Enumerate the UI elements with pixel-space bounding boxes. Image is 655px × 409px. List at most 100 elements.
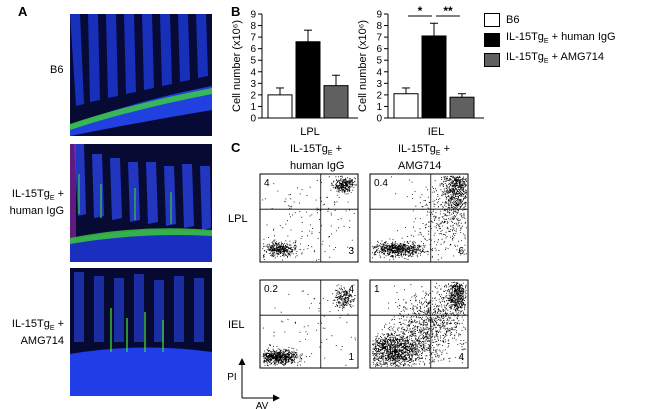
y-tick-label: 2: [376, 90, 382, 101]
legend-swatch-b6: [484, 13, 500, 27]
flow-col-header-igg-line1: IL-15Tg: [290, 143, 328, 155]
legend-item-amg: IL-15TgE + AMG714: [484, 50, 616, 70]
legend-swatch-igg: [484, 33, 500, 47]
bar: [393, 93, 419, 119]
y-tick-label: 4: [250, 67, 256, 78]
flow-col-header-amg-line2: AMG714: [398, 160, 442, 173]
flow-col-header-igg-line2: human IgG: [290, 160, 345, 173]
y-tick-label: 1: [250, 102, 256, 113]
legend-swatch-amg: [484, 53, 500, 67]
micro-label-igg: IL-15TgE + human IgG: [6, 188, 64, 217]
micro-label-amg-line1: IL-15Tg: [11, 318, 50, 330]
bar: [421, 35, 447, 119]
panel-letter-a: A: [18, 4, 28, 19]
micro-label-b6-text: B6: [50, 64, 64, 76]
flow-plot: 4 14 3: [259, 173, 359, 263]
legend-label-igg-main: IL-15Tg: [506, 31, 544, 44]
flow-col-header-amg-line1: IL-15Tg: [398, 143, 436, 155]
legend-item-b6: B6: [484, 10, 616, 30]
significance-label: **: [443, 6, 453, 18]
y-tick-label: 5: [376, 56, 382, 67]
flow-col-header-amg-sub: E: [435, 150, 441, 158]
micro-image-amg: [70, 268, 212, 396]
pi-arrowhead: [238, 358, 246, 365]
flow-col-header-igg-sub: E: [327, 150, 333, 158]
legend-label-amg-sub: E: [543, 58, 549, 66]
y-tick-label: 6: [376, 44, 382, 55]
legend-item-igg: IL-15TgE + human IgG: [484, 30, 616, 50]
x-axis-label: LPL: [300, 126, 320, 138]
micro-image-b6: [70, 14, 212, 136]
panel-letter-b: B: [231, 4, 241, 19]
bar: [449, 96, 475, 119]
y-axis-label: Cell number (x10⁶): [231, 20, 243, 112]
flow-events: [262, 175, 357, 261]
bar: [323, 85, 349, 119]
micro-label-amg-sub: E: [49, 325, 55, 333]
quadrant-lower-right: 6: [458, 246, 464, 257]
legend-label-igg-suffix: + human IgG: [548, 31, 616, 44]
quadrant-lower-right: 3: [348, 246, 354, 257]
x-axis-label: IEL: [428, 126, 445, 138]
micro-label-igg-plus: +: [54, 188, 64, 200]
quadrant-upper-left: 0.4: [374, 178, 388, 189]
bar: [295, 41, 321, 119]
y-tick-label: 0: [376, 114, 382, 125]
y-tick-label: 0: [250, 114, 256, 125]
micro-image-igg: [70, 144, 212, 262]
flow-row-label: LPL: [228, 213, 248, 225]
flow-events: [372, 281, 467, 367]
quadrant-lower-right: 4: [458, 352, 464, 363]
legend-label-amg: IL-15TgE + AMG714: [506, 51, 604, 68]
flow-events: [262, 284, 356, 366]
y-tick-label: 3: [250, 79, 256, 90]
flow-col-header-igg: IL-15TgE + human IgG: [290, 143, 370, 172]
y-tick-label: 9: [250, 10, 256, 21]
flow-plot: 0.4 20 6: [369, 173, 469, 263]
y-tick-label: 5: [250, 56, 256, 67]
bar: [267, 94, 293, 119]
legend-label-igg-sub: E: [543, 38, 549, 46]
quadrant-upper-left: 4: [264, 178, 270, 189]
micro-label-b6: B6: [50, 64, 63, 76]
legend-label-amg-suffix: + AMG714: [548, 51, 604, 64]
panel-letter-c: C: [231, 140, 241, 155]
flow-row-label: IEL: [228, 319, 245, 331]
y-tick-label: 4: [376, 67, 382, 78]
legend-label-amg-main: IL-15Tg: [506, 51, 544, 64]
quadrant-upper-left: 1: [374, 284, 380, 295]
y-tick-label: 8: [376, 21, 382, 32]
flow-col-header-amg-plus: +: [440, 143, 451, 155]
y-tick-label: 2: [250, 90, 256, 101]
legend-label-b6: B6: [506, 14, 520, 26]
y-axis-label: Cell number (x10⁶): [357, 20, 369, 112]
micro-label-igg-line1: IL-15Tg: [11, 188, 50, 200]
y-tick-label: 8: [250, 21, 256, 32]
micro-label-igg-sub: E: [49, 195, 55, 203]
y-tick-label: 7: [376, 33, 382, 44]
quadrant-lower-right: 1: [348, 352, 354, 363]
y-tick-label: 3: [376, 79, 382, 90]
quadrant-upper-right: 16: [453, 284, 465, 295]
micro-label-amg-line2: AMG714: [20, 335, 64, 348]
flow-col-header-igg-plus: +: [332, 143, 343, 155]
micro-label-igg-line2: human IgG: [9, 205, 64, 218]
flow-col-header-amg: IL-15TgE + AMG714: [398, 143, 478, 172]
y-tick-label: 9: [376, 10, 382, 21]
av-axis-label: AV: [256, 401, 269, 409]
pi-axis-label: PI: [227, 372, 236, 383]
quadrant-upper-right: 4: [348, 284, 354, 295]
micro-label-amg-plus: +: [54, 318, 64, 330]
y-tick-label: 7: [250, 33, 256, 44]
legend-label-igg: IL-15TgE + human IgG: [506, 31, 616, 48]
flow-plot: 0.2 4 1: [259, 279, 359, 369]
flow-cytometry: 4 14 3 0.4 20 6 0.2 4 1 1 16 4 LPL IEL PI AV: [227, 173, 469, 409]
flow-plot: 1 16 4: [369, 279, 469, 369]
quadrant-upper-right: 20: [453, 178, 465, 189]
flow-events: [372, 175, 467, 261]
quadrant-upper-right: 14: [343, 178, 355, 189]
significance-label: *: [418, 6, 423, 18]
